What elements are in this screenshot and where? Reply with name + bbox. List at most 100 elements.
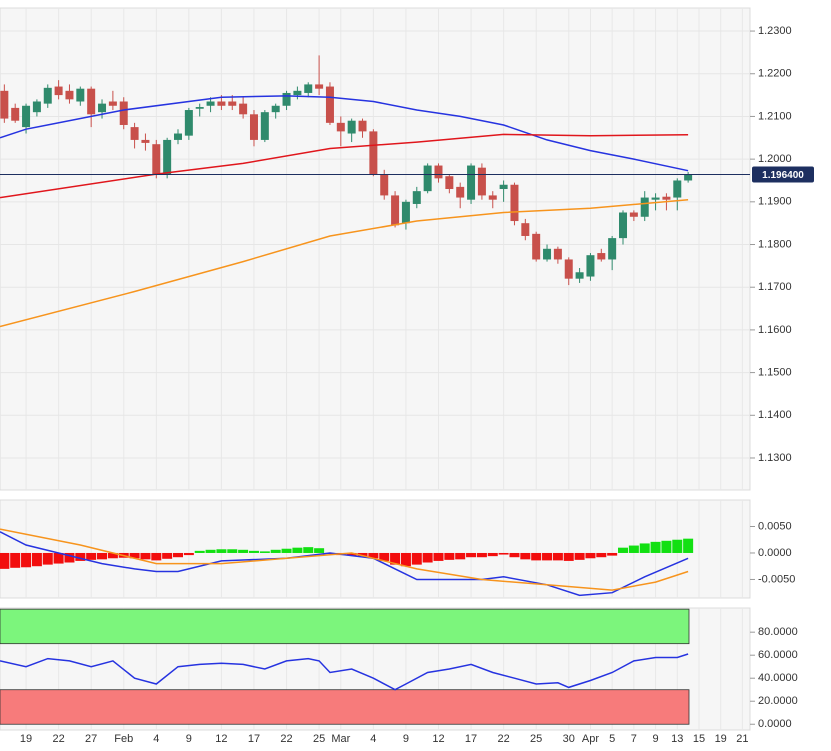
histogram-bar <box>129 552 140 559</box>
candle-body <box>434 165 443 179</box>
histogram-bar <box>563 552 574 561</box>
candle-body <box>651 197 660 200</box>
x-tick-label: 4 <box>153 733 159 745</box>
x-tick-label: 15 <box>693 733 705 745</box>
x-tick-label: Apr <box>582 733 599 745</box>
histogram-bar <box>216 549 227 553</box>
y-tick-label: 0.0000 <box>758 718 792 730</box>
y-tick-label: 20.0000 <box>758 695 798 707</box>
histogram-bar <box>618 547 629 553</box>
candle-body <box>217 101 226 106</box>
histogram-bar <box>31 552 42 567</box>
x-tick-label: 9 <box>403 733 409 745</box>
histogram-bar <box>194 550 205 553</box>
candle-body <box>108 101 117 106</box>
y-tick-label: 1.2200 <box>758 68 792 80</box>
histogram-bar <box>368 552 379 559</box>
candle-body <box>0 90 9 119</box>
x-tick-label: 25 <box>530 733 542 745</box>
histogram-bar <box>107 552 118 559</box>
pane-background <box>0 7 751 491</box>
histogram-bar <box>400 552 411 567</box>
candle-body <box>619 212 628 239</box>
histogram-bar <box>162 552 173 559</box>
candle-body <box>629 212 638 217</box>
y-tick-label: 1.1900 <box>758 196 792 208</box>
y-tick-label: 1.2100 <box>758 110 792 122</box>
candle-body <box>553 248 562 260</box>
candle-body <box>401 201 410 224</box>
x-tick-label: 25 <box>313 733 325 745</box>
candle-body <box>543 248 552 260</box>
candle-body <box>43 87 52 104</box>
candle-body <box>597 253 606 260</box>
histogram-bar <box>596 552 607 558</box>
x-tick-label: 27 <box>85 733 97 745</box>
histogram-bar <box>248 550 259 553</box>
candle-body <box>412 191 421 204</box>
histogram-bar <box>628 545 639 553</box>
y-tick-label: 1.1600 <box>758 324 792 336</box>
candle-body <box>98 103 107 113</box>
histogram-bar <box>650 541 661 553</box>
histogram-bar <box>487 552 498 557</box>
price-tag <box>752 166 814 183</box>
histogram-bar <box>509 552 520 558</box>
x-tick-label: 30 <box>563 733 575 745</box>
histogram-bar <box>64 552 75 563</box>
x-tick-label: Mar <box>331 733 350 745</box>
y-tick-label: 1.2300 <box>758 25 792 37</box>
histogram-bar <box>422 552 433 563</box>
histogram-bar <box>140 552 151 560</box>
candle-body <box>32 101 41 113</box>
histogram-bar <box>53 552 64 564</box>
candle-body <box>510 184 519 222</box>
x-tick-label: 9 <box>653 733 659 745</box>
y-tick-label: 1.1500 <box>758 367 792 379</box>
candle-body <box>184 110 193 136</box>
candle-body <box>260 112 269 140</box>
x-tick-label: 21 <box>736 733 748 745</box>
candle-body <box>249 114 258 140</box>
histogram-bar <box>151 552 162 561</box>
candle-body <box>54 86 63 96</box>
histogram-bar <box>455 552 466 560</box>
candle-body <box>271 105 280 113</box>
candle-body <box>11 107 20 121</box>
y-tick-label: 1.1400 <box>758 409 792 421</box>
x-tick-label: 13 <box>671 733 683 745</box>
histogram-bar <box>683 538 694 553</box>
rsi-line <box>0 653 689 691</box>
histogram-bar <box>303 547 314 553</box>
histogram-bar <box>607 552 618 556</box>
histogram-bar <box>281 548 292 553</box>
histogram-bar <box>661 540 672 553</box>
candle-body <box>163 139 172 175</box>
histogram-bar <box>390 552 401 565</box>
candle-body <box>608 238 617 260</box>
candle-body <box>315 84 324 89</box>
histogram-bar <box>97 552 108 560</box>
x-tick-label: 22 <box>280 733 292 745</box>
candle-body <box>586 255 595 277</box>
histogram-bar <box>466 552 477 558</box>
histogram-bar <box>75 552 86 561</box>
histogram-bar <box>542 552 553 561</box>
candle-body <box>423 165 432 192</box>
candle-body <box>575 272 584 279</box>
price-tag-label: 1.196400 <box>762 170 804 181</box>
histogram-bar <box>639 543 650 553</box>
candle-body <box>521 223 530 236</box>
band <box>0 689 690 725</box>
x-tick-label: 9 <box>186 733 192 745</box>
candle-body <box>195 107 204 109</box>
candle-body <box>206 101 215 106</box>
y-tick-label: 80.0000 <box>758 626 798 638</box>
candle-body <box>76 88 85 102</box>
histogram-bar <box>672 539 683 553</box>
candle-body <box>684 174 693 181</box>
candle-body <box>293 90 302 96</box>
x-tick-label: 22 <box>497 733 509 745</box>
histogram-bar <box>238 549 249 553</box>
